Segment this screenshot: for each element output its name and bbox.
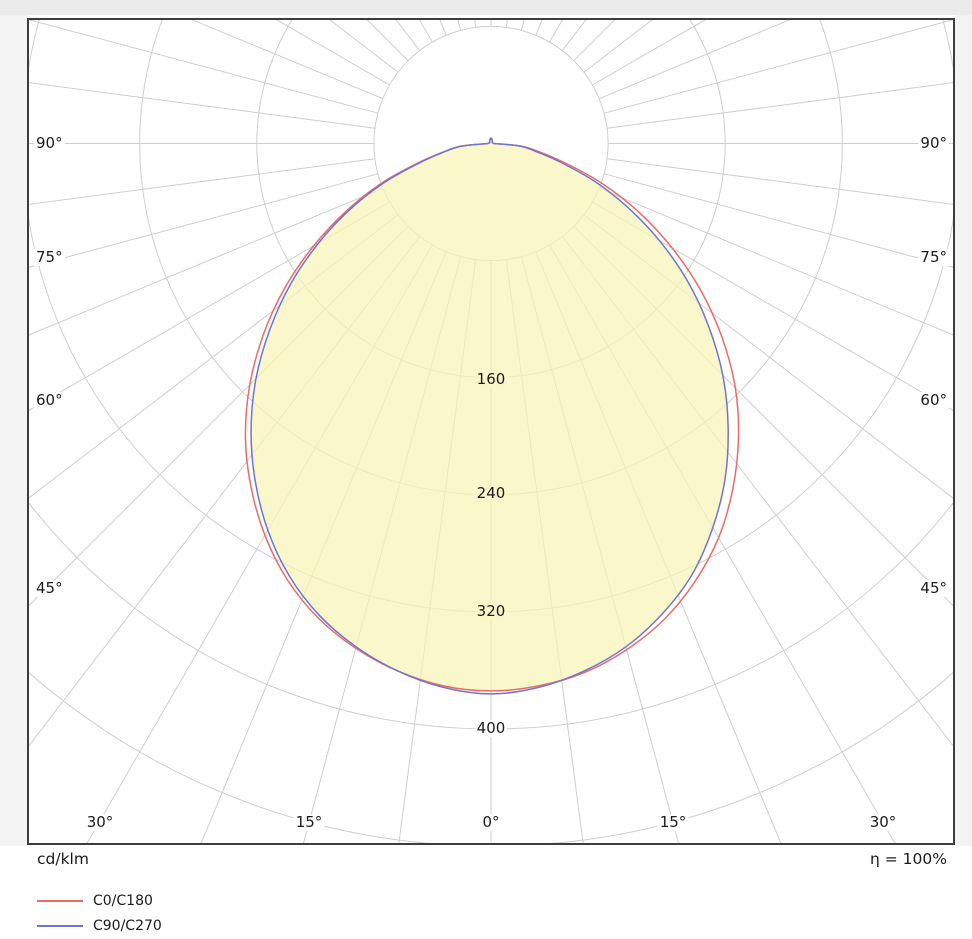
gamma-label-bottom-1-15: 15° [296,813,323,831]
spoke-gridline-247.5 [189,19,384,100]
spoke-gridline-172.5 [505,19,508,28]
efficiency-label: η = 100% [870,850,947,868]
legend: C0/C180 C90/C270 [37,888,162,938]
spoke-gridline-300 [28,201,390,412]
page-margin-left [0,15,28,846]
gamma-label-right-90-bg [918,135,949,152]
page-margin-right [955,15,972,846]
gamma-label-bottom-1-15-bg [293,814,325,831]
gamma-label-bottom-0-30: 30° [87,813,114,831]
legend-label-c0-c180: C0/C180 [93,892,153,909]
spoke-gridline-292.5 [28,187,384,336]
spoke-gridline-60 [592,201,954,412]
gamma-label-left-45: 45° [36,579,63,597]
spoke-gridline-52.5 [583,214,954,500]
curve-c0-c180 [244,137,740,692]
ring-label-400-bg [475,720,507,737]
gamma-label-left-75-bg [34,249,65,266]
ring-label-400: 400 [477,719,506,737]
gamma-label-bottom-3-15-bg [657,814,689,831]
gamma-label-right-60-bg [918,392,949,409]
spoke-gridline-67.5 [598,187,954,336]
legend-label-c90-c270: C90/C270 [93,917,162,934]
ring-label-160-bg [475,371,507,388]
spoke-gridline-82.5 [607,158,954,205]
spoke-gridline-75 [603,173,954,269]
spoke-gridline-232.5 [327,19,399,73]
spoke-gridline-127.5 [583,19,655,73]
gamma-label-bottom-2-0: 0° [482,813,499,831]
gamma-label-left-45-bg [34,580,65,597]
gamma-label-bottom-4-30: 30° [870,813,897,831]
curve-c90-c270 [250,137,729,695]
gamma-label-right-75-bg [918,249,949,266]
spoke-gridline-307.5 [28,214,399,500]
legend-line-c0-c180 [37,899,83,902]
legend-line-c90-c270 [37,924,83,927]
plot-frame [27,18,955,845]
spoke-gridline-240 [274,19,390,86]
spoke-gridline-217.5 [394,19,421,51]
ring-label-240: 240 [477,484,506,502]
gamma-label-right-45-bg [918,580,949,597]
spoke-gridline-157.5 [535,19,544,36]
gamma-label-bottom-4-30-bg [867,814,899,831]
spoke-gridline-255 [28,19,379,114]
gamma-label-left-90-bg [34,135,65,152]
spoke-gridline-202.5 [438,19,447,36]
ring-label-240-bg [475,485,507,502]
gamma-label-left-60: 60° [36,391,63,409]
gamma-label-left-90: 90° [36,134,63,152]
ring-label-320-bg [475,603,507,620]
gamma-label-bottom-3-15: 15° [660,813,687,831]
spoke-gridline-105 [603,19,954,114]
spoke-gridline-97.5 [607,82,954,129]
spoke-gridline-120 [592,19,708,86]
gamma-label-right-60: 60° [920,391,947,409]
spoke-gridline-112.5 [598,19,793,100]
spoke-gridline-262.5 [28,82,375,129]
gamma-label-left-75: 75° [36,248,63,266]
gamma-label-right-45: 45° [920,579,947,597]
gamma-label-right-90: 90° [920,134,947,152]
unit-label: cd/klm [37,850,89,868]
ring-label-160: 160 [477,370,506,388]
legend-item-c90-c270: C90/C270 [37,913,162,938]
spoke-gridline-285 [28,173,379,269]
spoke-gridline-142.5 [561,19,588,51]
gamma-label-bottom-0-30-bg [84,814,116,831]
legend-item-c0-c180: C0/C180 [37,888,162,913]
distribution-fill [251,138,729,691]
gamma-label-right-75: 75° [920,248,947,266]
gamma-label-left-60-bg [34,392,65,409]
spoke-gridline-187.5 [474,19,477,28]
spoke-gridline-210 [418,19,433,43]
spoke-gridline-277.5 [28,158,375,205]
ring-label-320: 320 [477,602,506,620]
window-top-strip [0,0,972,15]
gamma-label-bottom-2-0-bg [479,814,503,831]
spoke-gridline-225 [365,19,409,62]
